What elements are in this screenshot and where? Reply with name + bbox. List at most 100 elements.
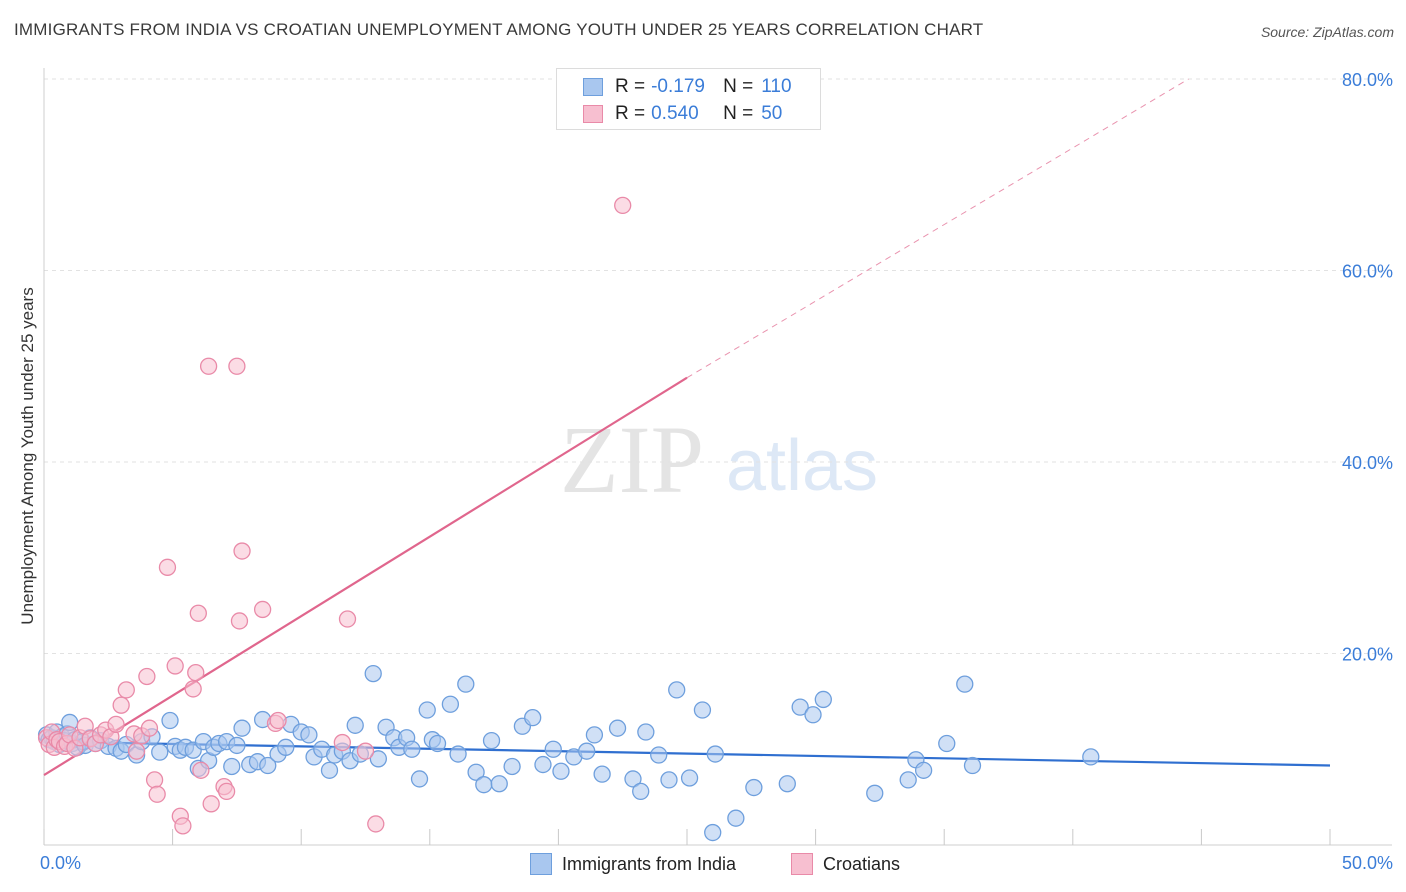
legend-n-value: 110 (761, 76, 792, 97)
y-tick-label: 80.0% (1342, 70, 1393, 90)
india-data-point (482, 731, 501, 750)
legend-r-label: R = (615, 103, 646, 124)
croatian-data-point (158, 558, 177, 576)
india-legend-swatch (530, 853, 552, 875)
india-data-point (668, 681, 686, 699)
croatian-data-point (199, 357, 218, 375)
croatian-data-point (356, 742, 375, 760)
india-data-point (503, 757, 521, 776)
croatian-data-point (217, 782, 236, 801)
india-data-point (637, 723, 655, 741)
y-tick-label: 20.0% (1342, 645, 1393, 665)
croatian-data-point (269, 711, 287, 730)
bottom-legend-croatians[interactable]: Croatians (791, 852, 900, 876)
india-data-point (151, 743, 169, 761)
croatian-data-point (614, 196, 632, 215)
india-data-point (593, 765, 611, 783)
watermark-zip: ZIP (560, 406, 704, 513)
croatian-data-point (189, 604, 207, 622)
legend-r-value: 0.540 (651, 103, 699, 124)
india-data-point (475, 776, 493, 794)
croatian-data-point (230, 612, 249, 630)
croatian-swatch (583, 105, 603, 123)
india-data-point (899, 771, 917, 789)
legend-r-value: -0.179 (651, 76, 705, 97)
india-data-point (706, 745, 724, 763)
india-data-point (369, 750, 388, 768)
india-data-point (680, 769, 699, 787)
india-data-point (938, 734, 956, 753)
india-data-point (428, 734, 447, 753)
india-data-point (364, 664, 382, 683)
legend-row-india: R = -0.179 N = 110 (583, 75, 792, 99)
india-data-point (727, 809, 745, 827)
croatian-data-point (145, 771, 164, 789)
croatian-legend-swatch (791, 853, 813, 875)
legend-n-label: N = (723, 76, 754, 97)
india-legend-label: Immigrants from India (562, 853, 737, 874)
india-data-point (632, 782, 650, 801)
india-data-point (418, 701, 436, 719)
india-data-point (804, 706, 822, 724)
india-data-point (490, 775, 508, 793)
legend-r-label: R = (615, 76, 646, 97)
india-data-point (410, 770, 429, 788)
croatian-data-point (117, 681, 135, 699)
croatian-data-point (202, 795, 220, 813)
india-data-point (552, 762, 570, 780)
stats-legend: R = -0.179 N = 110 R = 0.540 N = 50 (556, 68, 821, 130)
legend-n-value: 50 (761, 103, 783, 124)
india-data-point (650, 746, 668, 764)
croatian-data-point (338, 610, 357, 628)
y-tick-label: 60.0% (1342, 262, 1393, 282)
india-data-point (814, 690, 832, 709)
bottom-legend-india[interactable]: Immigrants from India (530, 852, 736, 876)
croatian-data-point (184, 680, 202, 698)
india-data-point (866, 784, 884, 802)
croatian-data-point (138, 667, 156, 686)
india-data-point (544, 740, 562, 758)
watermark-atlas: atlas (726, 426, 878, 506)
croatian-trend-line (43, 376, 688, 777)
croatian-data-point (253, 600, 272, 619)
croatian-data-point (187, 664, 205, 682)
croatian-data-point (192, 761, 210, 779)
croatian-data-point (367, 815, 385, 833)
legend-n-label: N = (723, 103, 754, 124)
india-data-point (449, 745, 467, 763)
india-data-point (578, 742, 596, 760)
india-data-point (259, 756, 277, 775)
india-data-point (704, 823, 722, 842)
source-label: Source: ZipAtlas.com (1260, 24, 1394, 40)
india-data-point (457, 675, 475, 693)
india-data-point (791, 698, 809, 716)
india-data-point (956, 675, 974, 693)
india-data-point (346, 716, 364, 734)
india-data-point (963, 756, 982, 775)
india-data-point (320, 761, 339, 779)
legend-row-croatians: R = 0.540 N = 50 (583, 102, 782, 126)
croatian-data-point (333, 733, 352, 752)
india-data-point (228, 736, 246, 755)
croatian-legend-label: Croatians (823, 853, 901, 874)
croatian-trend-extension (686, 78, 1189, 379)
india-data-point (914, 761, 933, 779)
india-data-point (693, 701, 712, 719)
india-data-point (745, 778, 763, 797)
india-data-point (441, 695, 460, 713)
india-data-point (403, 740, 421, 758)
india-data-point (233, 719, 251, 737)
croatian-data-point (127, 742, 146, 760)
croatian-data-point (166, 657, 184, 675)
y-tick-label: 40.0% (1342, 453, 1393, 473)
india-data-point (161, 711, 179, 730)
x-tick-label: 0.0% (40, 853, 81, 873)
india-swatch (583, 78, 603, 96)
croatian-data-point (174, 817, 192, 835)
croatian-data-point (228, 357, 246, 375)
india-data-point (300, 726, 318, 744)
india-data-point (524, 709, 542, 727)
india-data-point (534, 755, 552, 774)
india-data-point (467, 763, 485, 781)
croatian-data-point (112, 696, 130, 714)
